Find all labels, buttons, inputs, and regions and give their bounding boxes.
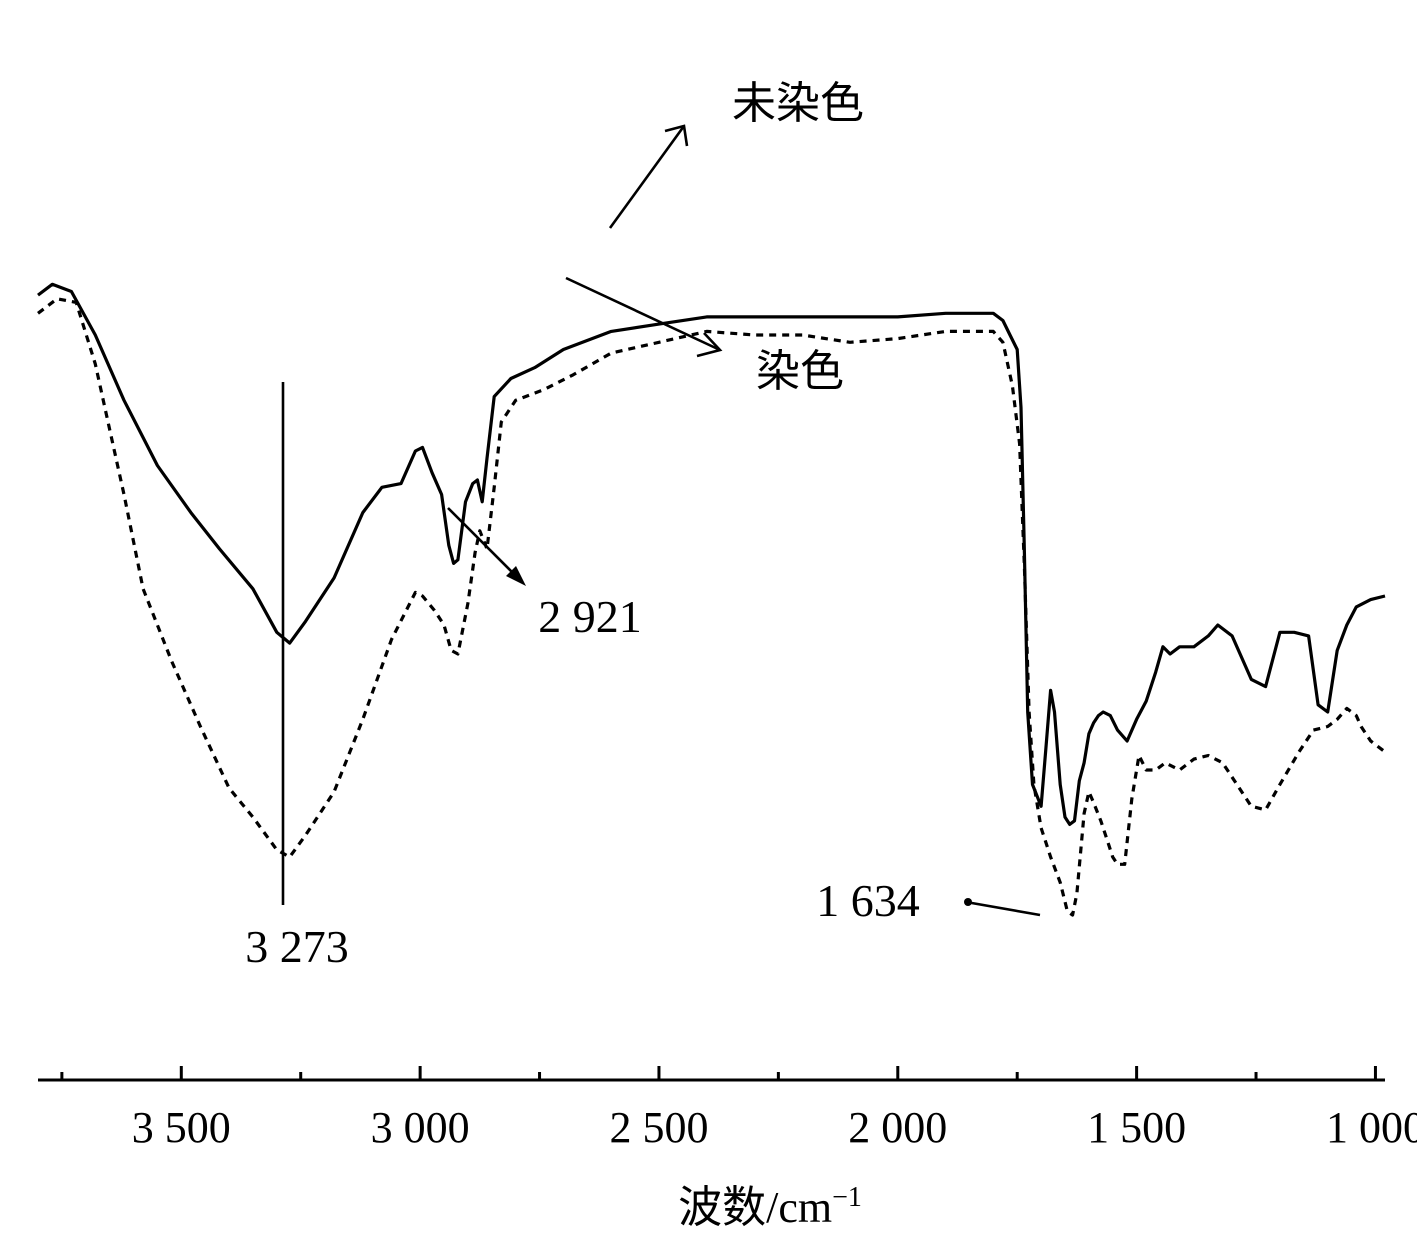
x-tick-label: 1 500 [1087,1103,1186,1152]
peak-1634-pointer-line [965,900,1041,917]
series-line-dyed [37,297,1386,917]
peak-2921-arrow-line [447,507,519,579]
x-axis: 3 500 3 000 2 500 2 000 1 500 1 000 波数/cm−1 [38,1066,1417,1232]
x-tick-label: 2 500 [609,1103,708,1152]
x-axis-ticks [60,1066,1377,1080]
peak-annotations: 3 273 2 921 1 634 未染色 染色 [245,78,1041,972]
peak-2921-arrow-head [506,566,526,586]
x-axis-title-superscript: −1 [832,1182,862,1213]
x-tick-label: 2 000 [848,1103,947,1152]
peak-3273-label: 3 273 [245,921,349,972]
x-tick-label: 3 000 [371,1103,470,1152]
peak-1634-pointer-dot [964,898,972,906]
undyed-arrow-head [664,124,689,147]
spectrum-series-group [37,282,1386,917]
dyed-label: 染色 [756,346,844,397]
peak-1634-label: 1 634 [816,875,920,926]
peak-2921-label: 2 921 [538,591,642,642]
dyed-arrow-line [565,276,721,352]
dyed-arrow-head [696,332,723,358]
x-tick-label: 1 000 [1326,1103,1417,1152]
x-tick-label: 3 500 [132,1103,231,1152]
x-axis-title: 波数/cm−1 [678,1182,862,1232]
x-axis-tick-labels: 3 500 3 000 2 500 2 000 1 500 1 000 [132,1103,1417,1152]
series-line-undyed [37,282,1386,826]
undyed-arrow-line [608,125,686,229]
undyed-label: 未染色 [732,78,864,129]
